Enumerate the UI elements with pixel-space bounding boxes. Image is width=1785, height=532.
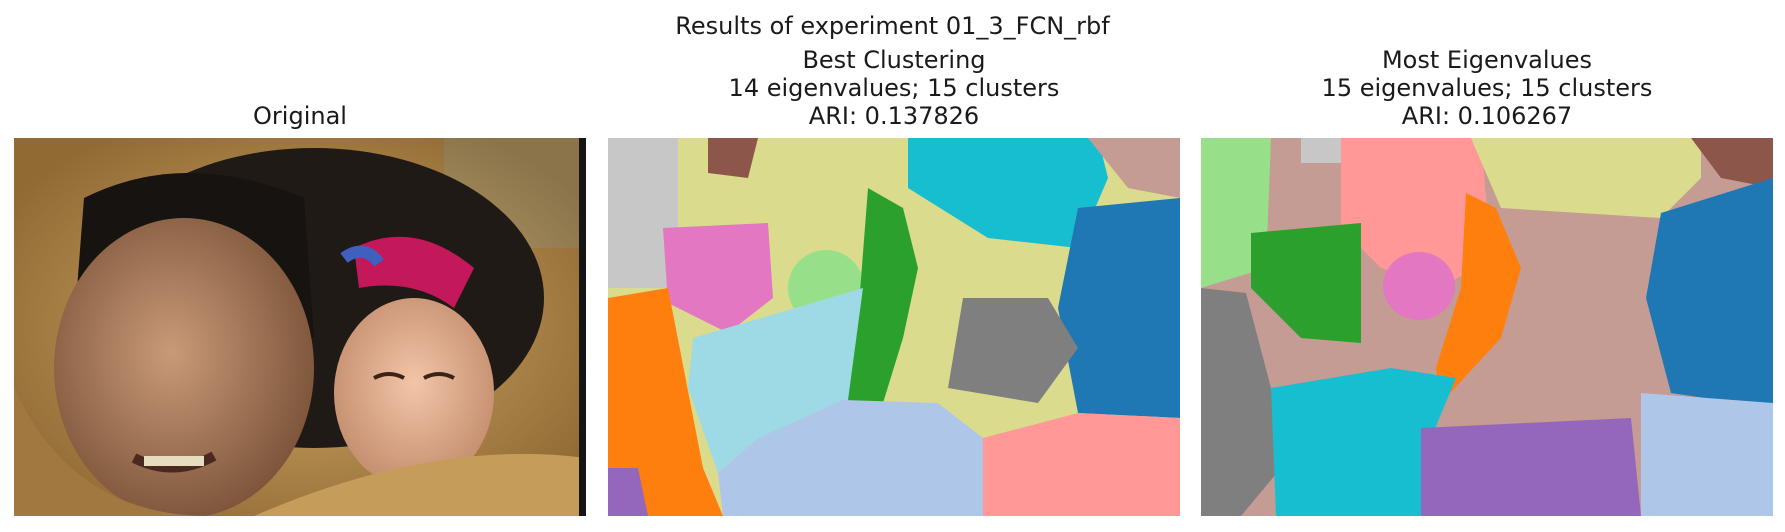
original-photo: [14, 138, 586, 516]
photo-illustration: [14, 138, 586, 516]
title-line: Best Clustering: [802, 46, 986, 74]
most-eigenvalues-map: [1201, 138, 1773, 516]
best-clustering-map: [608, 138, 1180, 516]
title-line: Most Eigenvalues: [1381, 46, 1593, 74]
title-line: ARI: 0.106267: [1401, 102, 1573, 130]
title-line: ARI: 0.137826: [808, 102, 980, 130]
figure-suptitle: Results of experiment 01_3_FCN_rbf: [675, 12, 1110, 40]
panel-title: Most Eigenvalues 15 eigenvalues; 15 clus…: [1201, 46, 1773, 130]
cluster-segmentation: [608, 138, 1180, 516]
title-line: 14 eigenvalues; 15 clusters: [728, 74, 1060, 102]
cluster-segmentation: [1201, 138, 1773, 516]
panel-title: Original: [14, 102, 586, 130]
title-line: 15 eigenvalues; 15 clusters: [1321, 74, 1653, 102]
panel-title: Best Clustering 14 eigenvalues; 15 clust…: [608, 46, 1180, 130]
title-line: Original: [253, 102, 347, 130]
